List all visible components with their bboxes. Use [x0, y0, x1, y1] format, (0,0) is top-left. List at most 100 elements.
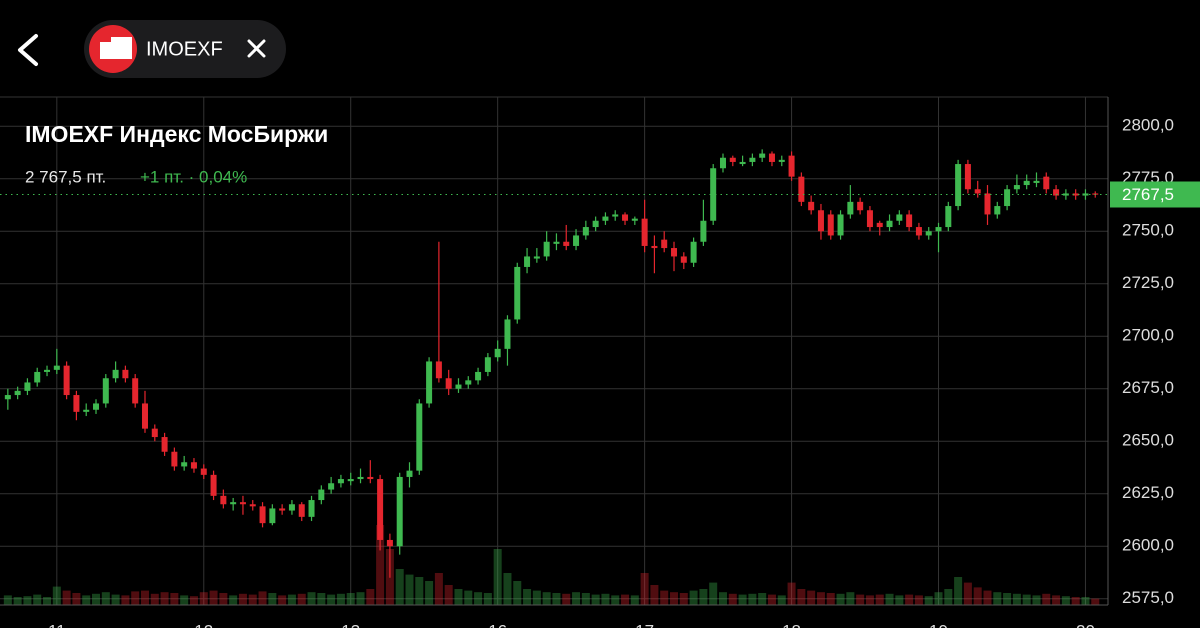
- volume-bar: [258, 591, 267, 605]
- candle-body: [249, 504, 256, 507]
- volume-bar: [816, 592, 825, 605]
- volume-bar: [454, 589, 463, 605]
- grid: [0, 96, 1108, 605]
- ticker-label: IMOEXF: [146, 38, 223, 60]
- x-tick-label: 17: [635, 621, 654, 628]
- candle-body: [739, 161, 746, 165]
- volume-bar: [189, 596, 198, 605]
- candle-body: [484, 357, 491, 372]
- x-tick-label: 13: [341, 621, 360, 628]
- volume-bar: [787, 582, 796, 605]
- y-tick-label: 2750,0: [1122, 221, 1174, 240]
- volume-bar: [699, 589, 708, 605]
- candle-body: [1062, 193, 1069, 196]
- volume-bar: [1091, 598, 1100, 605]
- candle-body: [1053, 189, 1060, 196]
- volume-bar: [728, 593, 737, 605]
- candle-body: [151, 428, 158, 438]
- candle-body: [112, 369, 119, 379]
- volume-bar: [738, 594, 747, 605]
- volume-bar: [1061, 596, 1070, 605]
- candle-body: [190, 462, 197, 469]
- price-text: 2 767,5 пт.: [25, 167, 106, 186]
- candle-body: [288, 504, 295, 511]
- volume-bar: [268, 593, 277, 605]
- candle-body: [945, 206, 952, 228]
- ticker-pill[interactable]: [84, 20, 286, 78]
- volume-bar: [689, 590, 698, 605]
- candle-body: [768, 153, 775, 162]
- candle-body: [73, 395, 80, 412]
- last-price-label: 2767,5: [1122, 185, 1174, 204]
- volume-bar: [395, 569, 404, 605]
- candle-body: [1013, 185, 1020, 190]
- candle-body: [83, 409, 90, 412]
- volume-bar: [1071, 597, 1080, 605]
- candle-body: [573, 235, 580, 246]
- candle-body: [53, 365, 60, 370]
- candle-body: [524, 256, 531, 267]
- volume-bar: [150, 593, 159, 605]
- candle-body: [915, 227, 922, 236]
- candle-body: [445, 378, 452, 389]
- volume-bar: [170, 593, 179, 605]
- volume-bar: [621, 594, 630, 605]
- candle-body: [553, 241, 560, 244]
- volume-bar: [846, 592, 855, 605]
- volume-bar: [1003, 593, 1012, 605]
- candle-body: [817, 210, 824, 232]
- volume-bar: [111, 594, 120, 605]
- volume-bar: [601, 593, 610, 605]
- candle-body: [602, 216, 609, 221]
- volume-bar: [199, 592, 208, 605]
- volume-bar: [474, 592, 483, 605]
- volume-bar: [483, 593, 492, 605]
- volume-bar: [826, 593, 835, 605]
- candle-body: [592, 220, 599, 228]
- candle-body: [729, 157, 736, 162]
- candle-body: [347, 479, 354, 482]
- volume-bar: [944, 589, 953, 605]
- volume-bar: [1032, 595, 1041, 605]
- volume-bar: [346, 593, 355, 605]
- candle-body: [435, 361, 442, 379]
- candle-body: [906, 214, 913, 228]
- candle-body: [514, 266, 521, 320]
- candle-body: [367, 476, 374, 480]
- candle-body: [700, 220, 707, 242]
- close-button[interactable]: [247, 39, 266, 58]
- candle-body: [788, 155, 795, 177]
- candle-body: [210, 474, 217, 496]
- volume-bar: [983, 590, 992, 605]
- y-tick-label: 2650,0: [1122, 431, 1174, 450]
- volume-bar: [33, 594, 42, 605]
- x-tick-label: 19: [929, 621, 948, 628]
- candle-body: [935, 227, 942, 232]
- candle-body: [1023, 180, 1030, 186]
- candle-body: [974, 189, 981, 194]
- candle-body: [1072, 193, 1079, 196]
- candle-body: [661, 239, 668, 249]
- candle-body: [964, 164, 971, 190]
- back-button[interactable]: [18, 34, 38, 66]
- volume-bar: [238, 593, 247, 605]
- y-tick-label: 2575,0: [1122, 588, 1174, 607]
- volume-bar: [209, 590, 218, 605]
- volume-bar: [229, 595, 238, 605]
- volume-bar: [52, 586, 61, 605]
- x-tick-label: 11: [48, 621, 66, 628]
- x-tick-label: 12: [194, 621, 213, 628]
- candle-body: [494, 348, 501, 358]
- candle-body: [984, 193, 991, 215]
- volume-bar: [572, 592, 581, 605]
- ticker-icon-glyph: [100, 37, 132, 59]
- candle-body: [631, 218, 638, 221]
- volume-bar: [718, 592, 727, 605]
- candle-body: [1004, 189, 1011, 207]
- candle-body: [171, 451, 178, 467]
- volume-bar: [376, 525, 385, 605]
- x-tick-label: 20: [1076, 621, 1095, 628]
